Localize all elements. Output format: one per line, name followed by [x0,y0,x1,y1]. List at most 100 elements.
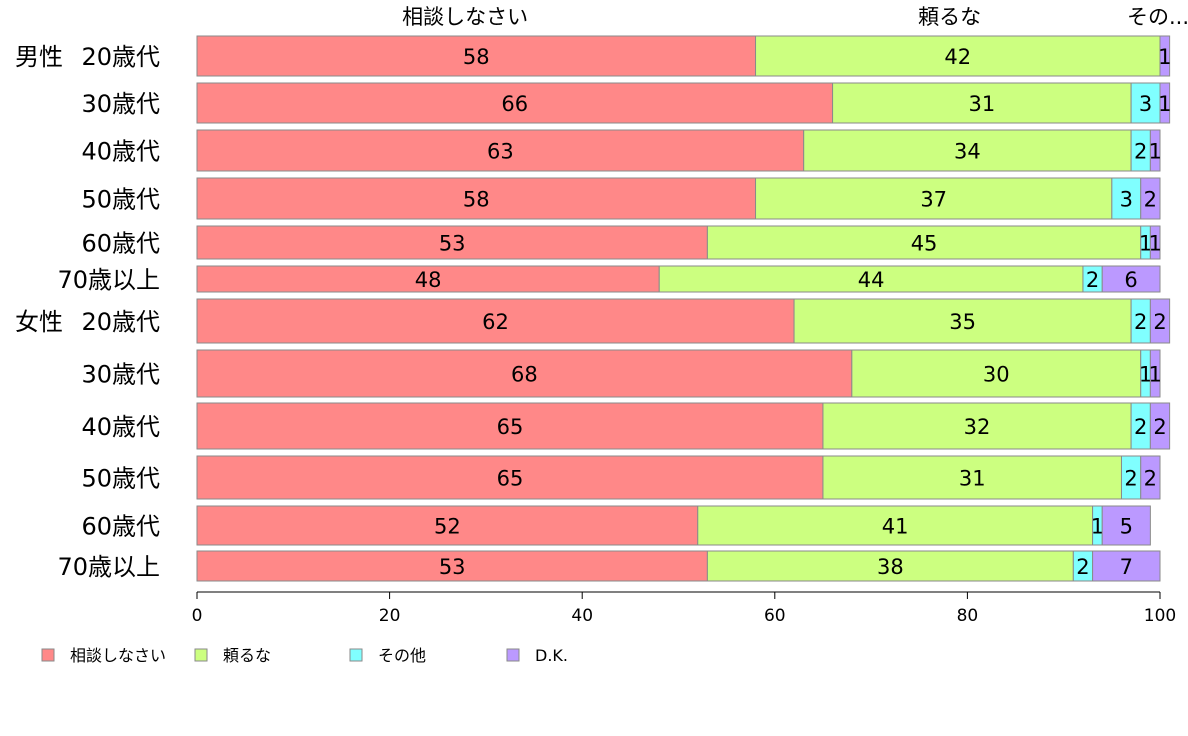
data-label: 53 [439,232,466,256]
legend-label: 相談しなさい [70,646,166,665]
legend-item: D.K. [506,646,568,665]
data-label: 58 [463,188,490,212]
top-segment-labels: 相談しなさい 頼るな その... [402,5,1188,29]
legend-item: 頼るな [194,646,271,665]
bar-segment [1149,298,1171,344]
data-label: 1 [1148,140,1161,164]
data-label: 2 [1144,467,1157,491]
data-label: 1 [1148,232,1161,256]
data-label: 45 [911,232,938,256]
data-label: 34 [954,140,981,164]
row-label: 60歳代 [81,513,160,541]
bar-segment [822,455,1122,500]
data-label: 3 [1120,188,1133,212]
data-label: 2 [1153,310,1166,334]
top-label: 相談しなさい [402,5,528,29]
bar-segment [1149,349,1161,398]
bar-segment [1140,177,1161,220]
data-label: 62 [482,310,509,334]
bar-row: 53 45 11 [196,225,1162,260]
group-label: 男性 [15,43,63,71]
bar-row: 62 35 2 2 [196,298,1171,344]
row-label: 70歳以上 [57,266,160,294]
legend-label: D.K. [535,646,568,665]
data-label: 52 [434,515,461,539]
bar-segment [1092,550,1161,582]
x-tick-label: 60 [764,606,786,626]
bar-segment [196,402,824,450]
data-label: 32 [964,415,991,439]
bar-segment [851,349,1142,398]
bar-row: 63 34 2 1 [196,129,1162,172]
legend-swatch [41,648,55,662]
row-label: 70歳以上 [57,553,160,581]
row-label: 40歳代 [81,413,160,441]
data-label: 2 [1076,555,1089,579]
row-label: 50歳代 [81,465,160,493]
legend-item: その他 [349,646,426,665]
x-tick-label: 100 [1144,606,1176,626]
data-label: 48 [415,268,442,292]
data-label: 7 [1120,555,1133,579]
data-label: 44 [858,268,885,292]
legend-swatch [506,648,520,662]
bar-segment [196,177,757,220]
data-label: 3 [1139,92,1152,116]
data-label: 35 [949,310,976,334]
data-label: 2 [1134,415,1147,439]
row-label: 60歳代 [81,230,160,258]
bar-segment [196,225,708,260]
top-label: 頼るな [918,5,981,29]
bar-segment [1149,129,1161,172]
bar-segment [1149,402,1171,450]
data-label: 41 [882,515,909,539]
x-tick-label: 80 [957,606,979,626]
data-label: 63 [487,140,514,164]
bar-row: 66 31 3 1 [196,82,1172,124]
data-label: 31 [959,467,986,491]
data-label: 58 [463,45,490,69]
row-label: 50歳代 [81,186,160,214]
bar-row: 58 37 3 2 [196,177,1161,220]
data-label: 1 [1091,515,1104,539]
bar-row: 52 41 1 5 [196,505,1151,546]
data-label: 31 [968,92,995,116]
data-label: 65 [497,467,524,491]
data-label: 37 [920,188,947,212]
data-label: 66 [501,92,528,116]
legend: 相談しなさい 頼るな その他 D.K. [41,646,568,665]
data-label: 53 [439,555,466,579]
bar-segment [822,402,1132,450]
legend-swatch [349,648,363,662]
data-label: 1 [1158,45,1171,69]
bar-segment [196,35,757,77]
legend-label: その他 [378,646,426,665]
bar-segment [1101,505,1151,546]
data-label: 5 [1120,515,1133,539]
bar-segment [658,265,1084,293]
x-axis: 0 20 40 60 80 100 [192,591,1176,626]
bar-segment [1159,82,1171,124]
data-label: 65 [497,415,524,439]
bar-segment [196,505,699,546]
data-label: 1 [1148,363,1161,387]
data-label: 2 [1134,310,1147,334]
data-label: 1 [1158,92,1171,116]
bar-segment [706,550,1074,582]
legend-item: 相談しなさい [41,646,166,665]
row-label: 20歳代 [81,308,160,336]
bar-segment [1159,35,1171,77]
bar-segment [1101,265,1161,293]
top-label: その... [1127,5,1188,29]
data-label: 42 [944,45,971,69]
bar-row: 58 42 1 [196,35,1172,77]
bar-segment [1149,225,1161,260]
data-label: 2 [1153,415,1166,439]
bar-row: 68 30 11 [196,349,1162,398]
row-label: 30歳代 [81,361,160,389]
row-label: 30歳代 [81,90,160,118]
x-tick-label: 40 [571,606,593,626]
bar-segment [1140,455,1161,500]
data-label: 2 [1134,140,1147,164]
